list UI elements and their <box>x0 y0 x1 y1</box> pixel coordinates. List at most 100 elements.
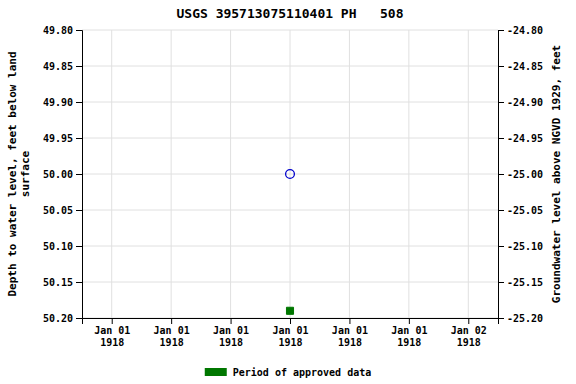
tick-label: -25.15 <box>507 277 543 288</box>
tick-label-line: Jan 01 <box>391 325 427 336</box>
point <box>286 170 295 179</box>
tick: -25.20 <box>498 313 543 324</box>
tick-mark <box>76 30 82 31</box>
tick-label: 49.95 <box>43 133 73 144</box>
tick-label-line: 1918 <box>338 337 362 348</box>
grid-line <box>82 282 498 283</box>
tick-label: 49.80 <box>43 25 73 36</box>
tick: -24.95 <box>498 133 543 144</box>
grid-line <box>82 66 498 67</box>
plot: Jan 011918Jan 011918Jan 011918Jan 011918… <box>6 6 563 348</box>
tick-mark <box>76 174 82 175</box>
tick-label-line: 1918 <box>278 337 302 348</box>
tick-label-line: 1918 <box>219 337 243 348</box>
tick-label: -24.90 <box>507 97 543 108</box>
grid-line <box>82 30 498 31</box>
tick-label-line: 1918 <box>457 337 481 348</box>
tick: -24.85 <box>498 61 543 72</box>
tick-label: 50.10 <box>43 241 73 252</box>
axis-domain <box>499 31 505 319</box>
tick-label-line: 1918 <box>397 337 421 348</box>
tick-label: Jan 021918 <box>451 325 487 348</box>
tick: -25.10 <box>498 241 543 252</box>
tick-label: -25.00 <box>507 169 543 180</box>
tick-mark <box>498 30 504 31</box>
tick: Jan 011918 <box>94 318 130 348</box>
tick: -24.80 <box>498 25 543 36</box>
tick-label-line: Jan 01 <box>154 325 190 336</box>
tick-label: -24.85 <box>507 61 543 72</box>
tick-label-line: 1918 <box>160 337 184 348</box>
legend-item: Period of approved data <box>205 367 371 378</box>
tick: 50.20 <box>43 313 82 324</box>
tick-mark <box>171 318 172 324</box>
tick-mark <box>76 318 82 319</box>
tick-label-line: Jan 01 <box>213 325 249 336</box>
tick: 49.90 <box>43 97 82 108</box>
axis-domain <box>76 31 83 319</box>
tick-label-line: 1918 <box>100 337 124 348</box>
tick-mark <box>76 138 82 139</box>
tick-mark <box>498 138 504 139</box>
marks <box>286 170 295 315</box>
tick-label: 50.00 <box>43 169 73 180</box>
tick-mark <box>76 66 82 67</box>
tick-label: -24.80 <box>507 25 543 36</box>
series <box>286 307 293 314</box>
tick: 49.85 <box>43 61 82 72</box>
tick: -25.15 <box>498 277 543 288</box>
y2-axis-title: Groundwater level above NGVD 1929, feet <box>550 45 563 303</box>
grid <box>82 30 498 318</box>
tick-mark <box>468 318 469 324</box>
tick-label: 50.15 <box>43 277 73 288</box>
tick-label-line: Jan 02 <box>451 325 487 336</box>
y-axis-title: Depth to water level, feet below landsur… <box>6 51 32 296</box>
tick: -24.90 <box>498 97 543 108</box>
tick: Jan 011918 <box>391 318 427 348</box>
axis-domain <box>83 319 499 325</box>
tick: Jan 021918 <box>451 318 487 348</box>
grid-line <box>82 246 498 247</box>
point <box>286 307 293 314</box>
tick-label: Jan 011918 <box>272 325 308 348</box>
y2-axis-title-line: Groundwater level above NGVD 1929, feet <box>550 45 563 303</box>
tick-label: Jan 011918 <box>94 325 130 348</box>
tick-mark <box>498 66 504 67</box>
tick-mark <box>498 282 504 283</box>
tick-label: -24.95 <box>507 133 543 144</box>
tick-label: Jan 011918 <box>213 325 249 348</box>
y2-axis: -24.80 -24.85 -24.90 -24.95 -25.00 -25.05 -25.… <box>498 25 543 324</box>
tick: 49.80 <box>43 25 82 36</box>
tick: 50.05 <box>43 205 82 216</box>
y-axis-title-line: Depth to water level, feet below land <box>6 51 19 296</box>
tick-label: -25.05 <box>507 205 543 216</box>
tick: -25.00 <box>498 169 543 180</box>
tick: 49.95 <box>43 133 82 144</box>
tick-label: Jan 011918 <box>332 325 368 348</box>
tick: Jan 011918 <box>272 318 308 348</box>
legend-label: Period of approved data <box>233 367 371 378</box>
tick-label-line: Jan 01 <box>272 325 308 336</box>
x-axis: Jan 011918Jan 011918Jan 011918Jan 011918… <box>83 318 499 348</box>
tick-label: -25.10 <box>507 241 543 252</box>
tick-mark <box>498 174 504 175</box>
tick-label: 50.05 <box>43 205 73 216</box>
tick-mark <box>349 318 350 324</box>
tick: Jan 011918 <box>332 318 368 348</box>
tick-mark <box>498 210 504 211</box>
tick: Jan 011918 <box>154 318 190 348</box>
tick-mark <box>76 246 82 247</box>
tick-mark <box>290 318 291 324</box>
tick: 50.10 <box>43 241 82 252</box>
tick-mark <box>498 246 504 247</box>
tick-label: 49.90 <box>43 97 73 108</box>
tick: 50.15 <box>43 277 82 288</box>
chart: Jan 011918Jan 011918Jan 011918Jan 011918… <box>0 0 576 384</box>
tick-mark <box>409 318 410 324</box>
y-axis-title-line: surface <box>19 150 32 197</box>
y-axis: 49.80 49.85 49.90 49.95 50.00 50.05 50.10 50.15… <box>43 25 83 324</box>
tick-label: 49.85 <box>43 61 73 72</box>
tick: Jan 011918 <box>213 318 249 348</box>
grid-line <box>82 138 498 139</box>
tick-label: 50.20 <box>43 313 73 324</box>
